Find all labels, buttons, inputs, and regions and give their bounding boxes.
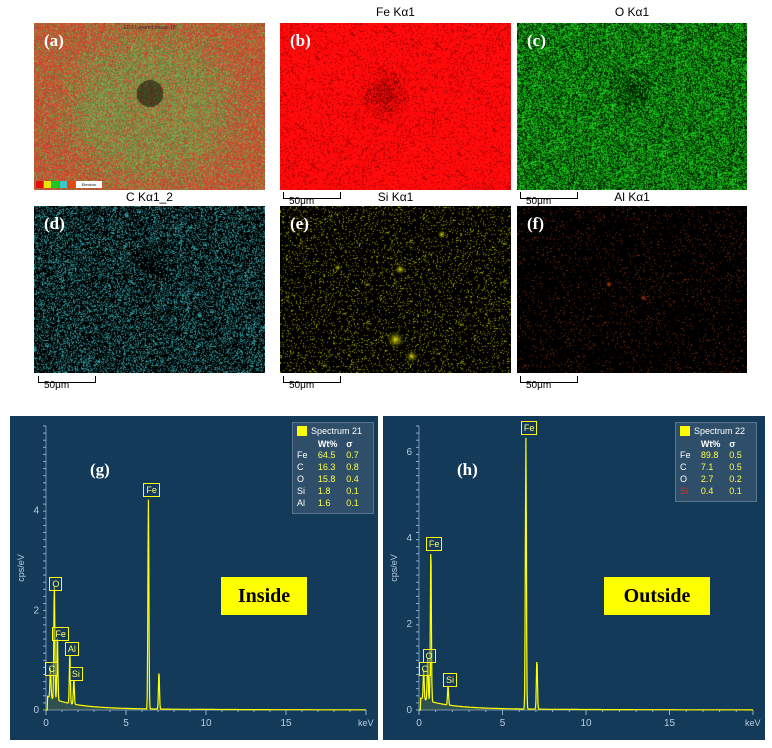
composition-table-inside: Spectrum 21 Wt% σ Fe 64.5 0.7 C 16.3 0.8 O 15… <box>292 422 374 514</box>
composition-table-outside: Spectrum 22 Wt% σ Fe 89.8 0.5 C 7.1 0.5 O 2.7… <box>675 422 757 502</box>
spectrum-name: Spectrum 22 <box>694 426 746 436</box>
peak-label: C <box>45 662 58 677</box>
legend-swatch-cyan <box>60 181 67 188</box>
spectrum-name: Spectrum 21 <box>311 426 363 436</box>
table-row: C 7.1 0.5 <box>680 462 742 472</box>
si-map-panel: (e) <box>280 206 511 373</box>
layer-legend: Electron <box>36 181 102 188</box>
peak-label: Si <box>68 667 83 682</box>
y-axis-label: cps/eV <box>16 554 26 582</box>
map-title-al: Al Kα1 <box>614 190 650 204</box>
panel-letter-g: (g) <box>90 460 110 479</box>
al-map-canvas <box>517 206 747 373</box>
peak-label: Si <box>443 672 458 687</box>
panel-letter-a: (a) <box>44 31 64 50</box>
panel-letter-d: (d) <box>44 214 65 233</box>
peak-label: O <box>49 577 63 592</box>
peak-label: Fe <box>425 537 443 552</box>
y-tick-label: 2 <box>33 605 39 616</box>
y-axis-label: cps/eV <box>389 554 399 582</box>
layered-image-panel: EDS Layered Image 18 (a) Electron <box>34 23 265 190</box>
spectrum-fill <box>46 499 366 710</box>
legend-swatch-orange <box>68 181 75 188</box>
spectrum-panel-inside: 0 5 10 15 0 2 4 keV cps/eV (g) Inside Spectrum 2… <box>10 416 378 740</box>
y-tick-label: 4 <box>406 533 412 544</box>
table-row: Si 0.4 0.1 <box>680 486 742 496</box>
table-columns: Wt% σ <box>293 439 373 449</box>
y-tick-label: 2 <box>406 619 412 630</box>
panel-letter-b: (b) <box>290 31 311 50</box>
si-map-canvas <box>280 206 511 373</box>
x-tick-label: 0 <box>416 718 422 729</box>
table-row: O 15.8 0.4 <box>297 474 359 484</box>
spectrum-trace <box>419 437 753 711</box>
map-title-o: O Kα1 <box>614 5 650 19</box>
map-title-si: Si Kα1 <box>377 190 414 204</box>
col-wt: Wt% <box>317 439 338 449</box>
scalebar-label: 50μm <box>526 196 552 207</box>
y-tick-label: 0 <box>406 705 412 716</box>
region-label-outside: Outside <box>604 577 710 615</box>
spectrum-swatch <box>297 426 307 436</box>
y-tick-label: 6 <box>406 447 412 458</box>
table-row: Al 1.6 0.1 <box>297 498 359 508</box>
spectrum-plot-outside: 0 5 10 15 0 2 4 6 keV cps/eV <box>389 425 761 729</box>
fe-map-panel: (b) <box>280 23 511 190</box>
table-columns: Wt% σ <box>676 439 756 449</box>
spectrum-panel-outside: 0 5 10 15 0 2 4 6 keV cps/eV (h) Outside Spectrum… <box>383 416 765 740</box>
table-header: Spectrum 21 <box>293 423 373 439</box>
o-map-panel: (c) <box>517 23 747 190</box>
x-tick-label: 15 <box>664 718 676 729</box>
col-sigma: σ <box>346 439 353 449</box>
layered-image-canvas <box>34 23 265 190</box>
scalebar-label: 50μm <box>289 196 315 207</box>
x-axis-label: keV <box>745 718 761 728</box>
table-row: Si 1.8 0.1 <box>297 486 359 496</box>
x-tick-label: 10 <box>200 718 212 729</box>
fe-map-canvas <box>280 23 511 190</box>
legend-swatch-green <box>52 181 59 188</box>
peak-label: Al <box>64 642 79 657</box>
legend-text: Electron <box>76 181 102 188</box>
y-tick-label: 4 <box>33 506 39 517</box>
x-tick-label: 10 <box>580 718 592 729</box>
legend-swatch-red <box>36 181 43 188</box>
x-axis-label: keV <box>358 718 374 728</box>
al-map-panel: (f) <box>517 206 747 373</box>
c-map-panel: (d) <box>34 206 265 373</box>
peak-label: C <box>418 661 432 676</box>
peak-label: Fe <box>52 627 69 642</box>
spectrum-swatch <box>680 426 690 436</box>
peak-label: Fe <box>520 420 538 435</box>
x-tick-label: 0 <box>43 718 49 729</box>
col-sigma: σ <box>729 439 736 449</box>
panel-letter-h: (h) <box>457 460 478 479</box>
table-row: C 16.3 0.8 <box>297 462 359 472</box>
layered-image-title: EDS Layered Image 18 <box>123 25 176 31</box>
x-tick-label: 5 <box>500 718 506 729</box>
o-map-canvas <box>517 23 747 190</box>
map-title-c: C Kα1_2 <box>126 190 173 204</box>
region-label-inside: Inside <box>221 577 307 615</box>
panel-letter-c: (c) <box>527 31 546 50</box>
x-tick-label: 15 <box>280 718 292 729</box>
table-row: O 2.7 0.2 <box>680 474 742 484</box>
scalebar-label: 50μm <box>44 380 70 391</box>
x-tick-label: 5 <box>123 718 129 729</box>
spectrum-trace <box>46 499 366 711</box>
scalebar-label: 50μm <box>289 380 315 391</box>
peak-label: Fe <box>143 482 160 497</box>
legend-swatch-yellow <box>44 181 51 188</box>
table-row: Fe 89.8 0.5 <box>680 450 742 460</box>
map-title-fe: Fe Kα1 <box>376 5 415 19</box>
panel-letter-e: (e) <box>290 214 309 233</box>
peak-label: O <box>422 648 436 663</box>
y-tick-label: 0 <box>33 705 39 716</box>
table-header: Spectrum 22 <box>676 423 756 439</box>
panel-letter-f: (f) <box>527 214 544 233</box>
scalebar-label: 50μm <box>526 380 552 391</box>
col-wt: Wt% <box>700 439 721 449</box>
c-map-canvas <box>34 206 265 373</box>
table-row: Fe 64.5 0.7 <box>297 450 359 460</box>
